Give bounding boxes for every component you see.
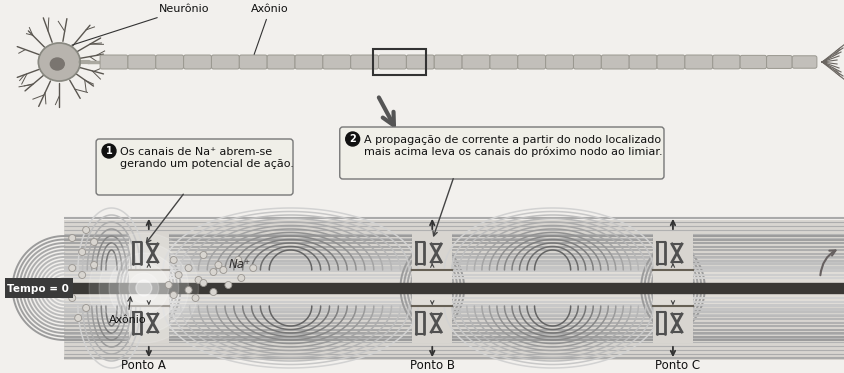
Text: Ponto B: Ponto B	[409, 359, 454, 372]
Text: Axônio: Axônio	[109, 297, 147, 325]
Circle shape	[185, 286, 192, 294]
Bar	[64, 283, 844, 293]
FancyBboxPatch shape	[295, 55, 322, 69]
FancyBboxPatch shape	[711, 55, 739, 69]
Circle shape	[345, 132, 360, 146]
Circle shape	[170, 257, 177, 263]
Circle shape	[170, 292, 177, 298]
Bar	[652, 270, 692, 306]
FancyBboxPatch shape	[350, 55, 378, 69]
Circle shape	[209, 288, 217, 295]
Bar	[652, 233, 692, 343]
FancyBboxPatch shape	[267, 55, 295, 69]
FancyBboxPatch shape	[339, 127, 663, 179]
Circle shape	[89, 233, 198, 343]
Bar	[412, 233, 452, 343]
FancyBboxPatch shape	[406, 55, 434, 69]
FancyBboxPatch shape	[434, 55, 462, 69]
Bar	[372, 49, 425, 75]
Circle shape	[74, 314, 82, 322]
FancyBboxPatch shape	[155, 55, 183, 69]
Circle shape	[119, 263, 169, 313]
FancyBboxPatch shape	[239, 55, 267, 69]
FancyBboxPatch shape	[378, 55, 406, 69]
Circle shape	[200, 251, 207, 258]
Circle shape	[109, 253, 178, 323]
FancyBboxPatch shape	[517, 55, 545, 69]
Ellipse shape	[51, 58, 64, 70]
FancyBboxPatch shape	[573, 55, 601, 69]
Circle shape	[195, 276, 202, 283]
Text: Tempo = 0: Tempo = 0	[8, 284, 69, 294]
FancyBboxPatch shape	[211, 55, 239, 69]
FancyBboxPatch shape	[462, 55, 490, 69]
Circle shape	[78, 272, 85, 279]
Bar	[64, 270, 844, 306]
Text: 2: 2	[349, 134, 355, 144]
FancyBboxPatch shape	[3, 278, 73, 298]
Circle shape	[129, 273, 159, 303]
Text: Ponto C: Ponto C	[655, 359, 700, 372]
Bar	[412, 270, 452, 306]
Circle shape	[102, 144, 116, 158]
Circle shape	[237, 275, 245, 282]
Circle shape	[83, 304, 89, 311]
FancyBboxPatch shape	[739, 55, 766, 69]
FancyBboxPatch shape	[657, 55, 684, 69]
Circle shape	[136, 280, 152, 296]
FancyBboxPatch shape	[766, 56, 791, 68]
Text: Na⁺: Na⁺	[228, 258, 251, 271]
Text: Neurônio: Neurônio	[72, 4, 209, 45]
FancyBboxPatch shape	[545, 55, 573, 69]
Circle shape	[165, 282, 172, 288]
FancyBboxPatch shape	[684, 55, 711, 69]
Text: Os canais de Na⁺ abrem-se
gerando um potencial de ação.: Os canais de Na⁺ abrem-se gerando um pot…	[120, 147, 294, 169]
FancyBboxPatch shape	[96, 139, 293, 195]
Circle shape	[209, 269, 217, 276]
Ellipse shape	[38, 43, 80, 81]
Circle shape	[225, 282, 231, 288]
Circle shape	[250, 264, 257, 272]
Circle shape	[90, 238, 97, 245]
FancyBboxPatch shape	[127, 55, 155, 69]
Text: Ponto A: Ponto A	[122, 359, 166, 372]
Circle shape	[99, 243, 188, 333]
Bar	[129, 233, 169, 343]
Circle shape	[192, 295, 199, 301]
Circle shape	[185, 264, 192, 272]
Circle shape	[68, 295, 76, 301]
Circle shape	[219, 266, 226, 273]
FancyBboxPatch shape	[601, 55, 629, 69]
Circle shape	[68, 264, 76, 272]
Bar	[64, 220, 844, 360]
Circle shape	[78, 248, 85, 256]
Circle shape	[214, 261, 222, 269]
FancyBboxPatch shape	[791, 56, 816, 68]
FancyBboxPatch shape	[629, 55, 657, 69]
FancyBboxPatch shape	[183, 55, 211, 69]
Circle shape	[235, 257, 241, 263]
Circle shape	[90, 261, 97, 269]
Circle shape	[83, 226, 89, 233]
Circle shape	[68, 235, 76, 241]
FancyBboxPatch shape	[490, 55, 517, 69]
FancyBboxPatch shape	[322, 55, 350, 69]
Text: Axônio: Axônio	[251, 4, 289, 54]
Text: 1: 1	[106, 146, 112, 156]
Text: A propagação de corrente a partir do nodo localizado
mais acima leva os canais d: A propagação de corrente a partir do nod…	[363, 135, 662, 157]
Circle shape	[175, 272, 182, 279]
Bar	[129, 270, 169, 306]
Circle shape	[200, 279, 207, 286]
FancyBboxPatch shape	[100, 55, 127, 69]
